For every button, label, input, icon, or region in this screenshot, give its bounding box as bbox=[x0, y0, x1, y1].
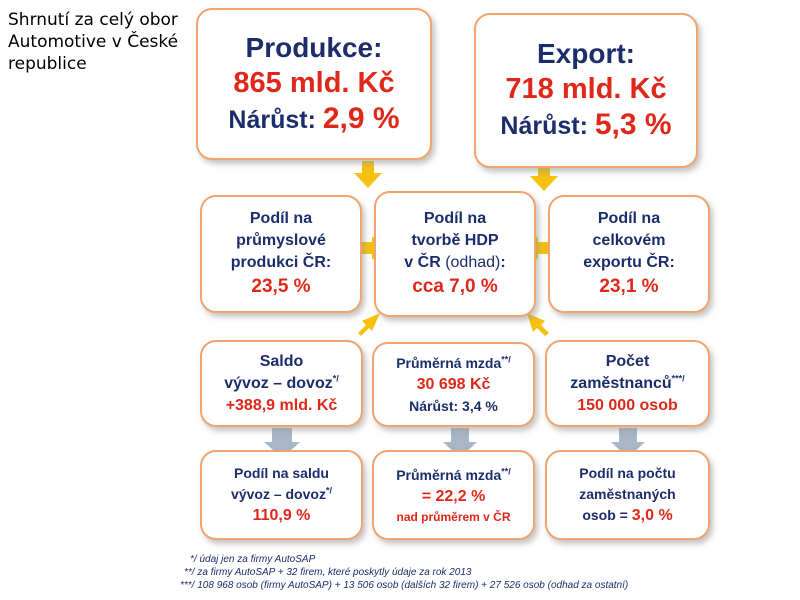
employees-line2: zaměstnanců***/ bbox=[570, 373, 684, 395]
balance-line2-text: vývoz – dovoz bbox=[224, 374, 333, 392]
arrow-wage-down bbox=[443, 428, 477, 458]
employees-line1: Počet bbox=[605, 352, 650, 370]
wage-line1: Průměrná mzda**/ bbox=[396, 353, 511, 374]
arrow-balance-down bbox=[264, 428, 300, 458]
employee-share-line1: Podíl na počtu bbox=[579, 465, 676, 481]
balance-line1: Saldo bbox=[259, 352, 304, 370]
share-export-line1: Podíl na bbox=[597, 210, 661, 227]
production-growth-label: Nárůst: bbox=[228, 105, 316, 134]
share-gdp-line3-c: : bbox=[500, 254, 506, 271]
share-industry-box: Podíl na průmyslové produkci ČR: 23,5 % bbox=[200, 195, 362, 313]
wage-value: 30 698 Kč bbox=[416, 375, 491, 393]
footnote-1: */ údaj jen za firmy AutoSAP bbox=[190, 554, 316, 565]
share-export-box: Podíl na celkovém exportu ČR: 23,1 % bbox=[548, 195, 710, 313]
balance-share-box: Podíl na saldu vývoz – dovoz*/ 110,9 % bbox=[200, 450, 363, 540]
share-export-value: 23,1 % bbox=[599, 276, 659, 297]
production-box: Produkce: 865 mld. Kč Nárůst: 2,9 % bbox=[196, 8, 432, 160]
balance-share-footnote-mark: */ bbox=[325, 485, 332, 496]
balance-box: Saldo vývoz – dovoz*/ +388,9 mld. Kč bbox=[200, 340, 363, 427]
employee-share-line3: osob = 3,0 % bbox=[582, 505, 672, 527]
share-gdp-line3-a: v ČR bbox=[404, 254, 441, 271]
arrow-employees-down bbox=[611, 428, 645, 458]
export-growth-value: 5,3 % bbox=[594, 108, 672, 141]
employees-value: 150 000 osob bbox=[577, 396, 678, 414]
export-growth: Nárůst: 5,3 % bbox=[500, 107, 671, 144]
balance-share-line2: vývoz – dovoz*/ bbox=[231, 484, 332, 505]
export-growth-label: Nárůst: bbox=[500, 112, 588, 140]
page-title: Shrnutí za celý obor Automotive v České … bbox=[8, 10, 179, 74]
wage-box: Průměrná mzda**/ 30 698 Kč Nárůst: 3,4 % bbox=[372, 342, 535, 427]
share-gdp-line3-b: (odhad) bbox=[445, 254, 501, 271]
employees-line2-text: zaměstnanců bbox=[570, 374, 672, 392]
footnotes: */ údaj jen za firmy AutoSAP **/ za firm… bbox=[180, 553, 790, 592]
arrow-diag-right bbox=[527, 313, 549, 336]
share-export-line3: exportu ČR: bbox=[583, 254, 675, 271]
wage-footnote-mark: **/ bbox=[501, 353, 511, 364]
share-industry-line3: produkci ČR: bbox=[230, 254, 332, 271]
employees-footnote-mark: ***/ bbox=[671, 373, 685, 384]
share-gdp-line1: Podíl na bbox=[423, 210, 487, 227]
wage-line1-text: Průměrná mzda bbox=[396, 354, 502, 371]
footnote-2: **/ za firmy AutoSAP + 32 firem, které p… bbox=[184, 567, 472, 578]
balance-share-value: 110,9 % bbox=[252, 507, 311, 524]
wage-share-line1: Průměrná mzda**/ bbox=[396, 465, 511, 486]
share-industry-line2: průmyslové bbox=[236, 232, 326, 249]
footnote-3: ***/ 108 968 osob (firmy AutoSAP) + 13 5… bbox=[180, 580, 629, 591]
employee-share-value: 3,0 % bbox=[631, 507, 673, 524]
share-gdp-box: Podíl na tvorbě HDP v ČR (odhad): cca 7,… bbox=[374, 191, 536, 317]
employee-share-line3-a: osob bbox=[582, 507, 616, 523]
export-box: Export: 718 mld. Kč Nárůst: 5,3 % bbox=[474, 13, 698, 168]
share-gdp-line2: tvorbě HDP bbox=[411, 232, 499, 249]
employee-share-line2: zaměstnaných bbox=[579, 486, 676, 502]
production-value: 865 mld. Kč bbox=[233, 66, 395, 99]
employee-share-line3-b: = bbox=[619, 507, 628, 523]
share-gdp-value: cca 7,0 % bbox=[412, 276, 498, 297]
export-value: 718 mld. Kč bbox=[505, 73, 667, 105]
employee-share-box: Podíl na počtu zaměstnaných osob = 3,0 % bbox=[545, 450, 710, 540]
wage-share-line1-text: Průměrná mzda bbox=[396, 466, 502, 483]
balance-footnote-mark: */ bbox=[332, 373, 339, 384]
wage-share-value: = 22,2 % bbox=[421, 487, 486, 505]
arrow-production-down bbox=[354, 161, 382, 188]
share-export-line2: celkovém bbox=[592, 232, 666, 249]
balance-value: +388,9 mld. Kč bbox=[225, 396, 338, 414]
share-industry-value: 23,5 % bbox=[251, 276, 311, 297]
wage-share-box: Průměrná mzda**/ = 22,2 % nad průměrem v… bbox=[372, 450, 535, 540]
share-gdp-line3: v ČR (odhad): bbox=[404, 252, 505, 274]
production-label: Produkce: bbox=[245, 31, 383, 63]
arrow-diag-left bbox=[358, 313, 380, 336]
share-industry-line1: Podíl na bbox=[249, 210, 313, 227]
balance-share-line2-text: vývoz – dovoz bbox=[231, 486, 326, 502]
wage-share-note: nad průměrem v ČR bbox=[396, 509, 511, 524]
balance-line2: vývoz – dovoz*/ bbox=[224, 373, 339, 395]
wage-growth: Nárůst: 3,4 % bbox=[409, 397, 498, 414]
production-growth-value: 2,9 % bbox=[322, 101, 400, 135]
wage-share-footnote-mark: **/ bbox=[501, 465, 511, 476]
balance-share-line1: Podíl na saldu bbox=[234, 465, 329, 481]
production-growth: Nárůst: 2,9 % bbox=[228, 101, 399, 138]
employees-box: Počet zaměstnanců***/ 150 000 osob bbox=[545, 340, 710, 427]
arrow-export-down bbox=[530, 166, 558, 191]
export-label: Export: bbox=[537, 38, 635, 69]
